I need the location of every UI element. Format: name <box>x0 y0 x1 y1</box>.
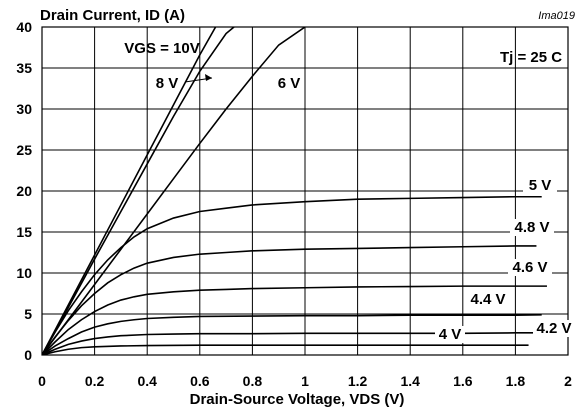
series-label-mask <box>523 177 557 194</box>
series-label: 6 V <box>278 75 301 92</box>
x-tick-label: 1.6 <box>453 373 473 389</box>
temperature-annotation: Tj = 25 C <box>500 49 562 66</box>
series-label-mask <box>510 219 554 236</box>
x-tick-label: 0.2 <box>85 373 105 389</box>
x-tick-label: 0.8 <box>243 373 263 389</box>
x-tick-label: 0.4 <box>137 373 157 389</box>
y-axis-ticks: 0 5 10 15 20 25 30 35 40 <box>16 19 32 363</box>
x-tick-label: 1.2 <box>348 373 368 389</box>
x-tick-label: 2 <box>564 373 572 389</box>
series-label-mask <box>508 259 552 276</box>
x-tick-label: 1.8 <box>506 373 526 389</box>
series-line-4-8-v <box>42 245 537 355</box>
series-label-mask <box>465 291 511 308</box>
series-label-mask <box>533 320 575 337</box>
series-label: 8 V <box>156 75 179 92</box>
x-tick-label: 1 <box>301 373 309 389</box>
y-tick-label: 15 <box>16 224 32 240</box>
series-line-6-v <box>42 27 306 355</box>
x-axis-label: Drain-Source Voltage, VDS (V) <box>190 391 405 408</box>
x-tick-label: 0.6 <box>190 373 210 389</box>
series-line-4-6-v <box>42 285 547 355</box>
series-label: 4.4 V <box>470 291 505 308</box>
y-tick-label: 20 <box>16 183 32 199</box>
y-tick-label: 30 <box>16 101 32 117</box>
series-line-5-v <box>42 195 542 355</box>
series-label: 4.8 V <box>514 219 549 236</box>
y-tick-label: 25 <box>16 142 32 158</box>
series-line-4-2-v <box>42 332 537 355</box>
series-line-8-v <box>42 27 235 355</box>
y-tick-label: 40 <box>16 19 32 35</box>
corner-tag: Ima019 <box>538 10 575 22</box>
y-tick-label: 10 <box>16 265 32 281</box>
series-label-mask <box>435 326 465 343</box>
x-tick-label: 0 <box>38 373 46 389</box>
y-tick-label: 0 <box>24 347 32 363</box>
plot-area-frame <box>41 26 569 356</box>
series-line-4-4-v <box>42 314 542 355</box>
series-lines <box>42 27 547 355</box>
y-tick-label: 35 <box>16 60 32 76</box>
label-leader-arrowhead <box>205 74 212 81</box>
series-label: 4.2 V <box>536 320 571 337</box>
series-label: 4 V <box>439 326 462 343</box>
series-line-vgs-10v <box>42 27 217 355</box>
series-label: 4.6 V <box>512 259 547 276</box>
series-label: 5 V <box>529 177 552 194</box>
chart-title: Drain Current, ID (A) <box>40 7 185 24</box>
x-axis-ticks: 0 0.2 0.4 0.6 0.8 1 1.2 1.4 1.6 1.8 2 <box>38 373 572 389</box>
plot-border <box>41 26 569 356</box>
series-label: VGS = 10V <box>124 40 199 57</box>
x-tick-label: 1.4 <box>400 373 420 389</box>
y-tick-label: 5 <box>24 306 32 322</box>
series-labels: VGS = 10V 8 V 6 V 5 V 4.8 V 4.6 V 4.4 V 4.2 V 4 … <box>124 40 575 343</box>
series-line-4-v <box>42 344 529 355</box>
